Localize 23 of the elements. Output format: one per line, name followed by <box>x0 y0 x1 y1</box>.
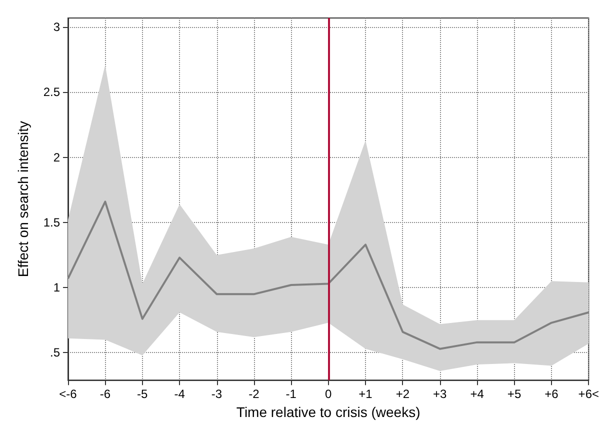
y-tick-label: 2.5 <box>43 85 60 100</box>
x-tick-label: +6 <box>544 387 559 402</box>
x-tick-label: +2 <box>396 387 410 402</box>
x-tick-label: +6< <box>578 387 600 402</box>
x-tick-label: +1 <box>358 387 373 402</box>
x-tick-label: -1 <box>286 387 297 402</box>
x-tick-label: -6 <box>100 387 111 402</box>
x-tick-label: +3 <box>433 387 448 402</box>
x-tick-label: 0 <box>324 387 332 402</box>
y-tick-label: .5 <box>50 346 60 360</box>
x-axis-title: Time relative to crisis (weeks) <box>236 404 420 420</box>
y-tick-label: 1.5 <box>43 215 60 230</box>
y-axis-title: Effect on search intensity <box>15 120 31 278</box>
x-tick-label: -5 <box>137 387 148 402</box>
x-tick-label: -4 <box>174 387 186 402</box>
x-tick-label: -3 <box>211 387 222 402</box>
x-tick-label: <-6 <box>59 387 78 402</box>
y-tick-label: 3 <box>53 20 60 34</box>
x-tick-label: +5 <box>507 387 522 402</box>
y-tick-label: 1 <box>53 280 60 295</box>
x-tick-label: -2 <box>248 387 260 402</box>
x-tick-label: +4 <box>470 387 484 402</box>
y-tick-label: 2 <box>53 150 60 164</box>
